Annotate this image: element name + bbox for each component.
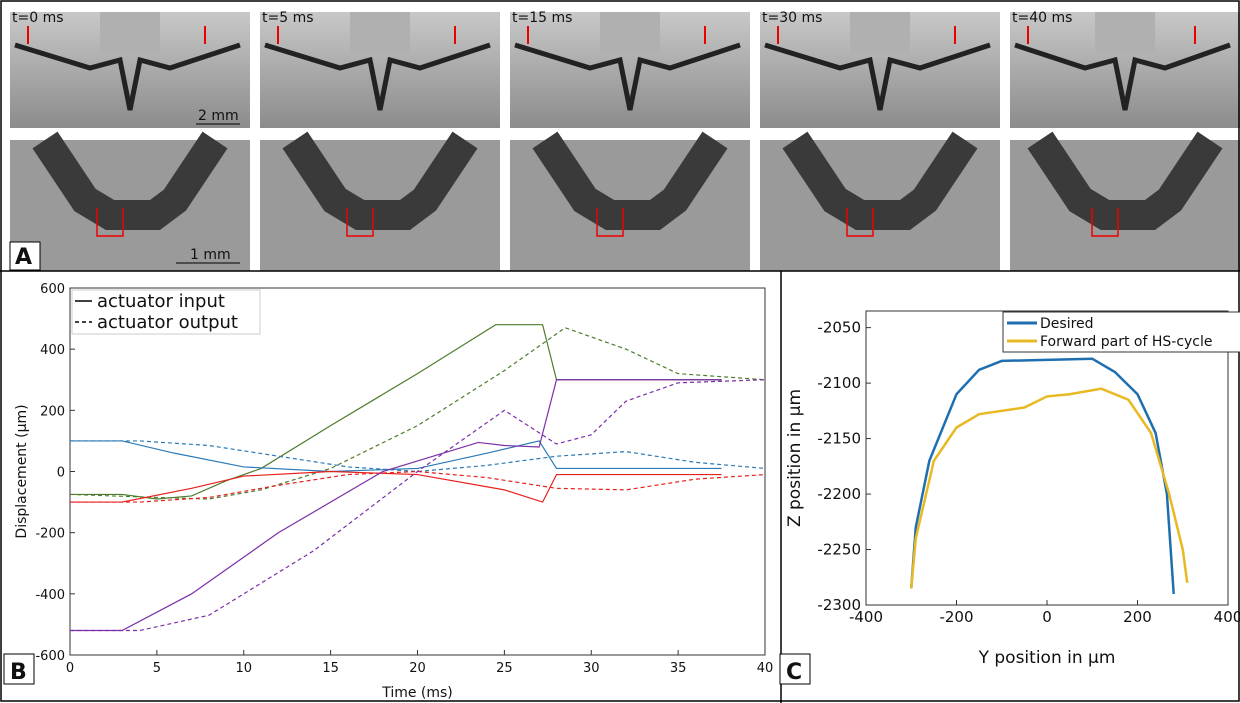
x-tick-label: 35 — [670, 661, 687, 676]
y-tick-label: -2250 — [817, 541, 861, 559]
x-tick-label: 30 — [583, 661, 600, 676]
x-tick-label: -400 — [849, 608, 883, 626]
finger — [32, 131, 228, 230]
x-axis-label: Time (ms) — [381, 685, 453, 701]
legend-box — [71, 289, 261, 335]
gripper — [264, 42, 491, 111]
x-tick-label: 25 — [496, 661, 513, 676]
y-tick-label: -200 — [35, 527, 65, 542]
y-tick-label: -2050 — [817, 319, 861, 337]
nozzle — [100, 12, 160, 52]
data-line — [70, 379, 722, 632]
nozzle — [600, 12, 660, 52]
finger — [282, 131, 478, 230]
gripper — [514, 42, 741, 111]
y-tick-label: 0 — [57, 466, 65, 481]
marker — [346, 208, 374, 237]
legend-label: actuator output — [97, 312, 238, 333]
plot-area — [865, 310, 1229, 606]
scale-label: 1 mm — [190, 247, 231, 263]
data-line — [70, 440, 766, 473]
y-tick-label: -2300 — [817, 596, 861, 614]
legend-label: Desired — [1040, 316, 1094, 332]
panel-a: t=0 ms t=5 ms t=15 ms t=30 ms t=40 ms 2 mm 1 m… — [9, 10, 1240, 271]
panel-label: C — [786, 660, 802, 685]
y-axis-label: Displacement (µm) — [14, 404, 30, 538]
x-tick-label: -200 — [939, 608, 973, 626]
y-tick-label: -2200 — [817, 485, 861, 503]
x-tick-label: 400 — [1214, 608, 1240, 626]
finger — [782, 131, 978, 230]
x-tick-label: 10 — [235, 661, 252, 676]
y-tick-label: -2150 — [817, 430, 861, 448]
x-tick-label: 200 — [1123, 608, 1152, 626]
marker — [596, 208, 624, 237]
y-tick-label: 400 — [40, 343, 65, 358]
marker — [96, 208, 124, 237]
nozzle — [350, 12, 410, 52]
time-label: t=30 ms — [762, 10, 822, 26]
x-tick-label: 15 — [322, 661, 339, 676]
data-line — [70, 324, 722, 500]
x-tick-label: 0 — [1042, 608, 1052, 626]
finger — [532, 131, 728, 230]
time-label: t=15 ms — [512, 10, 572, 26]
y-tick-label: 600 — [40, 282, 65, 297]
marker — [846, 208, 874, 237]
gripper — [1014, 42, 1231, 111]
x-tick-label: 5 — [153, 661, 161, 676]
nozzle — [1095, 12, 1155, 52]
finger — [1027, 131, 1223, 230]
data-line — [70, 470, 766, 503]
panel-label-box — [779, 653, 811, 685]
marker — [1091, 208, 1119, 237]
y-axis-label: Z position in µm — [785, 389, 805, 527]
nozzle — [850, 12, 910, 52]
time-label: t=5 ms — [262, 10, 314, 26]
time-label: t=0 ms — [12, 10, 64, 26]
gripper — [764, 42, 991, 111]
y-tick-label: 200 — [40, 404, 65, 419]
scale-label: 2 mm — [198, 108, 239, 124]
panel-label-box — [3, 653, 35, 685]
panel-label: A — [15, 245, 32, 270]
panel-label-box — [9, 241, 41, 271]
x-tick-label: 0 — [66, 661, 74, 676]
legend-box — [1002, 311, 1240, 353]
y-tick-label: -600 — [35, 649, 65, 664]
data-line — [70, 379, 766, 632]
x-axis-label: Y position in µm — [978, 648, 1116, 668]
y-tick-label: -400 — [35, 588, 65, 603]
x-tick-label: 40 — [757, 661, 774, 676]
legend-label: actuator input — [97, 291, 225, 312]
x-tick-label: 20 — [409, 661, 426, 676]
data-line — [70, 470, 722, 503]
y-tick-label: -2100 — [817, 374, 861, 392]
data-line — [910, 387, 1189, 589]
legend-label: Forward part of HS-cycle — [1040, 334, 1213, 350]
panel-label: B — [10, 660, 27, 685]
time-label: t=40 ms — [1012, 10, 1072, 26]
gripper — [14, 42, 241, 111]
data-line — [70, 440, 722, 473]
data-line — [910, 357, 1175, 594]
